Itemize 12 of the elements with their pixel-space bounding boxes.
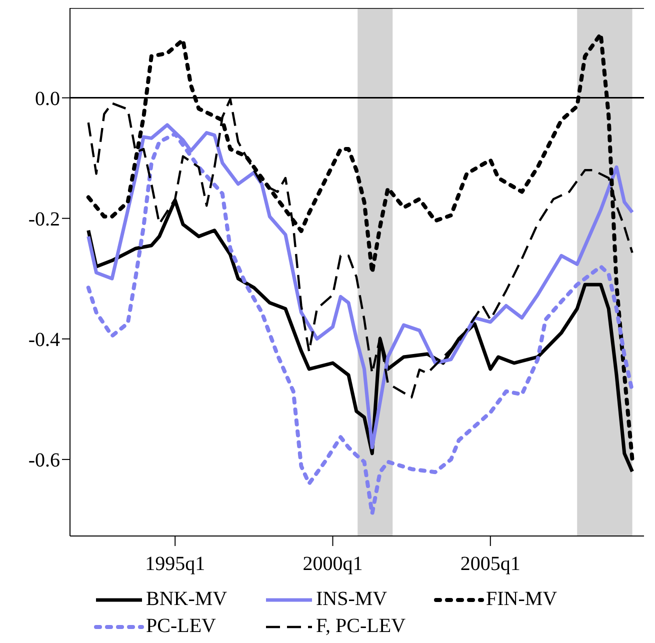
legend-label: INS-MV bbox=[316, 588, 388, 611]
y-tick-label: 0.0 bbox=[35, 88, 60, 110]
y-tick-label: -0.4 bbox=[28, 329, 60, 352]
legend-label: F, PC-LEV bbox=[316, 615, 406, 638]
y-tick-label: -0.6 bbox=[28, 450, 60, 472]
x-tick-label: 1995q1 bbox=[145, 553, 206, 576]
x-tick-label: 2005q1 bbox=[460, 553, 520, 576]
legend-label: FIN-MV bbox=[486, 588, 558, 611]
legend-label: PC-LEV bbox=[146, 615, 216, 638]
y-tick-label: -0.2 bbox=[28, 208, 60, 230]
legend-label: BNK-MV bbox=[146, 588, 228, 611]
x-tick-label: 2000q1 bbox=[302, 553, 363, 576]
